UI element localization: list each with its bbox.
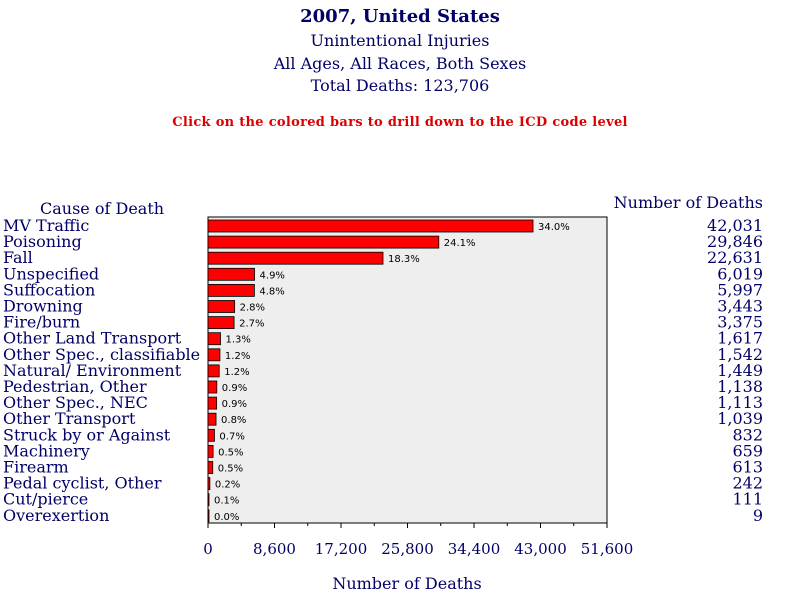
bar-14[interactable]: [207, 444, 214, 458]
plot-area: [207, 216, 608, 524]
death-count: 42,031: [707, 216, 763, 235]
category-label: Other Land Transport: [3, 329, 182, 348]
category-label: Unspecified: [3, 264, 99, 283]
percent-label: 2.7%: [239, 319, 264, 330]
total-deaths-label: Total Deaths: 123,706: [310, 76, 490, 95]
category-label: MV Traffic: [3, 216, 89, 235]
percent-label: 0.7%: [219, 431, 244, 442]
bar-11[interactable]: [207, 396, 218, 410]
x-tick-label: 0: [203, 540, 213, 558]
death-count: 832: [732, 425, 763, 444]
bar-3[interactable]: [207, 267, 255, 281]
percent-label: 0.2%: [215, 480, 240, 491]
chart-title: 2007, United States: [300, 6, 500, 27]
x-tick-label: 43,000: [514, 540, 567, 558]
percent-label: 0.0%: [214, 512, 239, 523]
death-count: 5,997: [717, 280, 763, 299]
category-label: Overexertion: [3, 506, 109, 525]
bar-6[interactable]: [207, 316, 235, 330]
percent-label: 1.2%: [224, 367, 249, 378]
bar-16[interactable]: [207, 477, 211, 491]
category-label: Struck by or Against: [3, 425, 171, 444]
category-label: Suffocation: [3, 280, 95, 299]
x-axis-label: Number of Deaths: [332, 574, 482, 593]
percent-label: 0.9%: [222, 399, 247, 410]
category-label: Machinery: [3, 441, 90, 460]
percent-label: 4.8%: [259, 286, 284, 297]
category-label: Pedestrian, Other: [3, 377, 147, 396]
bar-12[interactable]: [207, 412, 217, 426]
percent-label: 0.1%: [214, 496, 239, 507]
death-count: 1,113: [717, 393, 763, 412]
category-label: Natural/ Environment: [3, 361, 182, 380]
bar-10[interactable]: [207, 380, 218, 394]
category-label: Other Spec., classifiable: [3, 345, 200, 364]
death-count: 29,846: [707, 232, 763, 251]
death-count: 1,542: [717, 345, 763, 364]
category-label: Firearm: [3, 458, 69, 477]
death-count: 22,631: [707, 248, 763, 267]
bar-1[interactable]: [207, 235, 440, 249]
category-label: Cut/pierce: [3, 490, 88, 509]
death-count: 6,019: [717, 264, 763, 283]
percent-label: 1.3%: [226, 335, 251, 346]
x-tick-label: 25,800: [381, 540, 434, 558]
bar-7[interactable]: [207, 332, 221, 346]
bar-18[interactable]: [207, 509, 210, 523]
bar-2[interactable]: [207, 251, 384, 265]
bar-0[interactable]: [207, 219, 534, 233]
death-count: 242: [732, 474, 763, 493]
category-label: Fire/burn: [3, 313, 80, 332]
x-tick-label: 34,400: [448, 540, 501, 558]
cause-of-death-header: Cause of Death: [40, 199, 165, 218]
death-count: 3,443: [717, 297, 763, 316]
category-label: Fall: [3, 248, 33, 267]
bar-17[interactable]: [207, 493, 210, 507]
percent-label: 18.3%: [388, 254, 420, 265]
x-tick-label: 8,600: [253, 540, 296, 558]
percent-label: 0.9%: [222, 383, 247, 394]
bar-8[interactable]: [207, 348, 221, 362]
category-label: Poisoning: [3, 232, 82, 251]
category-label: Other Spec., NEC: [3, 393, 148, 412]
percent-label: 0.8%: [221, 415, 246, 426]
percent-label: 0.5%: [218, 447, 243, 458]
category-label: Drowning: [3, 297, 83, 316]
percent-label: 0.5%: [218, 464, 243, 475]
demographics-label: All Ages, All Races, Both Sexes: [273, 54, 527, 73]
drilldown-instruction: Click on the colored bars to drill down …: [172, 115, 628, 130]
category-label: Other Transport: [3, 409, 136, 428]
percent-label: 1.2%: [225, 351, 250, 362]
x-tick-label: 17,200: [315, 540, 368, 558]
bar-9[interactable]: [207, 364, 220, 378]
death-count: 1,039: [717, 409, 763, 428]
bar-5[interactable]: [207, 300, 236, 313]
category-label: Pedal cyclist, Other: [3, 474, 162, 493]
percent-label: 34.0%: [538, 222, 570, 233]
percent-label: 24.1%: [444, 238, 476, 249]
bar-4[interactable]: [207, 283, 255, 297]
x-tick-label: 51,600: [581, 540, 634, 558]
bar-13[interactable]: [207, 428, 215, 442]
percent-label: 2.8%: [240, 303, 265, 314]
death-count: 9: [753, 506, 763, 525]
death-count: 613: [732, 458, 763, 477]
death-count: 1,617: [717, 329, 763, 348]
death-count: 3,375: [717, 313, 763, 332]
death-count: 1,138: [717, 377, 763, 396]
death-count: 111: [732, 490, 763, 509]
chart-subtitle: Unintentional Injuries: [310, 31, 490, 50]
number-of-deaths-header: Number of Deaths: [613, 193, 763, 212]
death-count: 1,449: [717, 361, 763, 380]
percent-label: 4.9%: [260, 270, 285, 281]
bar-15[interactable]: [207, 461, 214, 474]
death-count: 659: [732, 441, 763, 460]
